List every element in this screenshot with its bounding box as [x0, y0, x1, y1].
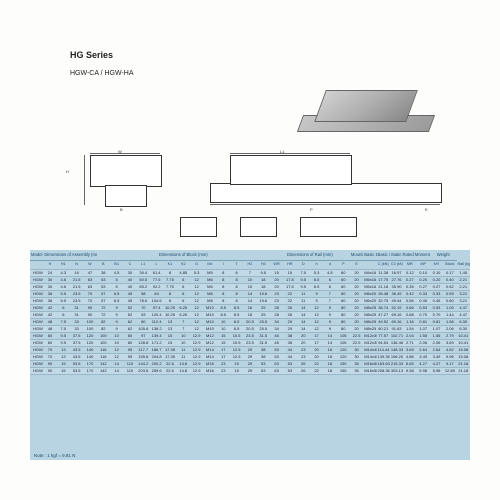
table-row: HGW25CA365.523.570576.54558848612M888141… — [30, 291, 470, 298]
col-header — [30, 261, 43, 270]
col-header — [363, 261, 376, 270]
col-header: Block — [443, 261, 456, 270]
col-header: MR — [403, 261, 416, 270]
group-header: Dimensions of Rail (mm) — [270, 250, 350, 261]
group-header: Weight — [430, 250, 457, 261]
group-header: Basic Dynamic Load Rating — [363, 250, 376, 261]
table-row: HGW25HA365.523.570576.54578.6104.68612M8… — [30, 298, 470, 305]
table-header: Model No.Dimensions of Assembly (mm)Dime… — [30, 250, 470, 270]
col-header: H2 — [243, 261, 256, 270]
col-header: B — [97, 261, 110, 270]
table-row: HGW45HA609.537.51201001080128.8171.21510… — [30, 340, 470, 347]
table-row: HGW55HA701343.51401161295155.8204.817.35… — [30, 354, 470, 361]
side-view: L1 P E — [210, 155, 440, 210]
col-header: l — [217, 261, 230, 270]
col-header: H1 — [57, 261, 70, 270]
table-row: HGW30CA4263190729527097.410.256.2512M108… — [30, 305, 470, 312]
col-header: T — [230, 261, 243, 270]
table-row: HGW65CA901553.517014214110144.2200.222.6… — [30, 361, 470, 368]
col-header: K2 — [177, 261, 190, 270]
group-header: Model No. — [30, 250, 43, 261]
col-header: H3 — [257, 261, 270, 270]
col-header: MP — [417, 261, 430, 270]
group-header: Dimensions of Assembly (mm) — [43, 250, 96, 261]
col-header: B1 — [110, 261, 123, 270]
col-header: K1 — [163, 261, 176, 270]
table-row: HGW30HA42631907295293120.410.256.2512M10… — [30, 312, 470, 319]
section-views — [180, 215, 440, 240]
table-row: HGW65HA901553.517014214110203.6259.622.6… — [30, 368, 470, 375]
col-header: h — [310, 261, 323, 270]
table-row: HGW55CA701343.51401161295117.7166.717.35… — [30, 347, 470, 354]
table-row: HGW35HA487.53310082962105.8138.213712M10… — [30, 326, 470, 333]
front-view: W B H — [70, 155, 180, 210]
col-header: C (kN) — [377, 261, 390, 270]
table-row: HGW35CA487.5331008296280112.413712M10108… — [30, 319, 470, 326]
col-header: MY — [430, 261, 443, 270]
col-header: L1 — [137, 261, 150, 270]
dimensions-table: Model No.Dimensions of Assembly (mm)Dime… — [30, 250, 470, 460]
col-header: P — [337, 261, 350, 270]
col-header: C0 (kN) — [390, 261, 403, 270]
col-header: H — [43, 261, 56, 270]
col-header: C — [123, 261, 136, 270]
col-header: N — [70, 261, 83, 270]
isometric-view — [290, 85, 440, 145]
col-header: E — [350, 261, 363, 270]
technical-drawings: W B H L1 P E — [60, 75, 460, 225]
group-header: Basic Static Load Rating — [377, 250, 390, 261]
col-header: WR — [270, 261, 283, 270]
table-row: HGW20HA304.621.5635354065.292.27.75612M6… — [30, 284, 470, 291]
table-row: HGW20CA304.621.5635354050.577.57.75612M6… — [30, 277, 470, 284]
col-header: Mx — [203, 261, 216, 270]
col-header: Rail (kg/m) — [457, 261, 471, 270]
col-header: HR — [283, 261, 296, 270]
col-header: G — [190, 261, 203, 270]
col-header: W — [83, 261, 96, 270]
group-header: Static Rated Moment — [390, 250, 430, 261]
group-header: Mounting Bolt for Rail (mm) — [350, 250, 363, 261]
col-header: D — [297, 261, 310, 270]
col-header: L — [150, 261, 163, 270]
table-note: Note : 1 kgf = 9.81 N — [34, 454, 75, 459]
table-row: HGW45CA609.537.5120100108097139.4151012.… — [30, 333, 470, 340]
col-header: d — [323, 261, 336, 270]
group-header: Dimensions of Block (mm) — [97, 250, 270, 261]
table-row: HGW15CA244.31647384.53039.461.484.855.3M… — [30, 270, 470, 277]
table-body: HGW15CA244.31647384.53039.461.484.855.3M… — [30, 270, 470, 375]
series-title: HG Series — [70, 50, 113, 60]
